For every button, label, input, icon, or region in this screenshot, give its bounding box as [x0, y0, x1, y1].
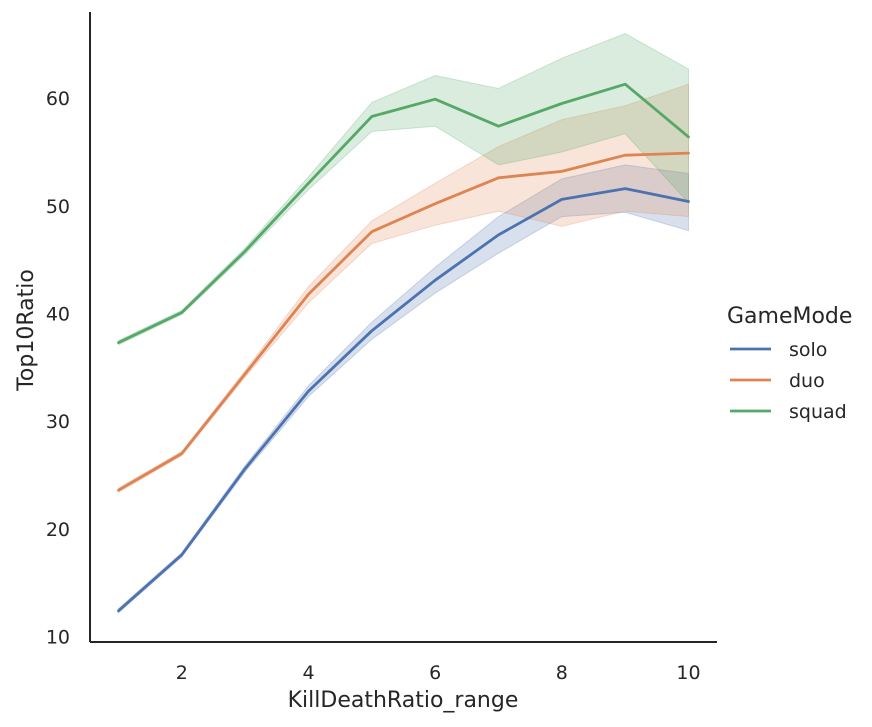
x-tick-label: 8 — [556, 662, 568, 684]
y-ticks: 10 20 30 40 50 60 — [46, 88, 70, 648]
x-tick-label: 4 — [302, 662, 314, 684]
y-tick-label: 30 — [46, 411, 70, 433]
legend-title: GameMode — [727, 304, 852, 329]
series-line-solo — [117, 187, 690, 613]
confidence-bands — [118, 32, 689, 615]
x-ticks: 2 4 6 8 10 — [176, 662, 701, 684]
ci-band-solo — [118, 164, 689, 615]
series-lines — [117, 82, 690, 613]
y-tick-label: 40 — [46, 304, 70, 326]
y-axis-label: Top10Ratio — [14, 269, 39, 392]
series-line-squad — [117, 82, 690, 345]
legend: GameMode solo duo squad — [727, 304, 852, 423]
y-tick-label: 10 — [46, 627, 70, 649]
x-tick-label: 6 — [429, 662, 441, 684]
x-tick-label: 2 — [176, 662, 188, 684]
axes — [89, 12, 717, 643]
x-axis-label: KillDeathRatio_range — [288, 688, 519, 713]
y-tick-label: 60 — [46, 88, 70, 110]
legend-label-solo: solo — [789, 339, 827, 361]
x-tick-label: 10 — [676, 662, 700, 684]
series-line-duo — [117, 151, 690, 492]
y-tick-label: 20 — [46, 519, 70, 541]
legend-label-duo: duo — [789, 370, 825, 392]
y-tick-label: 50 — [46, 196, 70, 218]
legend-label-squad: squad — [789, 401, 847, 423]
ci-band-duo — [118, 83, 689, 494]
